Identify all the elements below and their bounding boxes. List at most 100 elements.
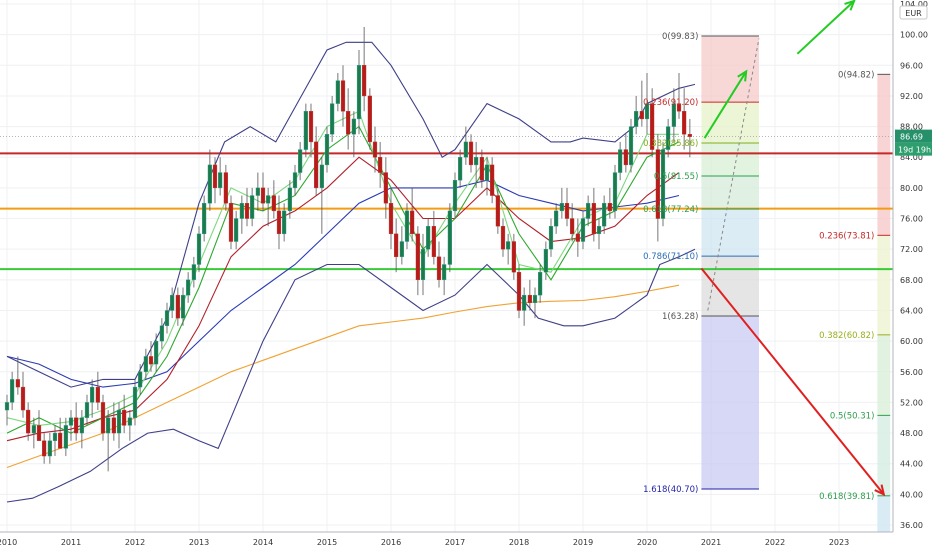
y-tick-label: 40.00 — [900, 490, 923, 499]
candle-body — [186, 279, 191, 296]
candle-body — [628, 126, 634, 166]
y-tick-label: 84.00 — [900, 153, 923, 162]
candle-body — [266, 195, 271, 204]
candle-body — [399, 241, 404, 258]
currency-button[interactable]: EUR — [899, 5, 928, 20]
candle-body — [20, 386, 26, 411]
fib-level-label: 1(63.28) — [662, 312, 698, 322]
y-tick-label: 92.00 — [900, 92, 923, 101]
candle-body — [79, 417, 84, 434]
candle-body — [52, 432, 58, 441]
price-axis[interactable]: 36.00 40.00 44.00 48.00 52.00 56.00 60.00 64.00… — [892, 0, 932, 532]
fib-level-label: 0.236(91.20) — [643, 98, 698, 108]
y-tick-label: 88.00 — [900, 123, 923, 132]
y-tick-label: 44.00 — [900, 460, 923, 469]
candle-body — [308, 111, 314, 143]
candle-body — [506, 241, 511, 250]
x-tick-label: 2019 — [573, 538, 593, 547]
projection-arrow — [796, 0, 855, 55]
candle-body — [484, 164, 490, 181]
candle-body — [68, 417, 74, 426]
y-tick-label: 36.00 — [900, 521, 923, 530]
x-tick-label: 2022 — [765, 538, 785, 547]
candle-body — [324, 134, 330, 166]
candle-body — [655, 149, 660, 219]
candle-body — [591, 203, 596, 235]
fib-zone-right — [877, 495, 891, 532]
candle-body — [388, 203, 394, 235]
candle-body — [527, 294, 532, 304]
fib-right-level-label: 0.5(50.31) — [830, 411, 874, 421]
fib-right-level-label: 0.382(60.82) — [819, 331, 874, 341]
candle-body — [191, 264, 196, 281]
candle-body — [378, 157, 383, 173]
time-axis[interactable]: 2010 2011 2012 2013 2014 2015 2016 2017 2018 2019… — [0, 531, 893, 547]
fib-level-label: 1.618(40.70) — [643, 485, 698, 495]
fib-zone — [701, 256, 759, 316]
candle-body — [47, 440, 52, 457]
candle-body — [90, 386, 95, 403]
candle-body — [175, 294, 180, 319]
candle-body — [84, 402, 90, 418]
candle-body — [298, 149, 303, 173]
candle-body — [682, 111, 687, 135]
price-badges: 86.69 19d 19h — [895, 129, 932, 156]
candle-body — [666, 126, 671, 150]
x-tick-label: 2012 — [125, 538, 145, 547]
candle-body — [95, 386, 100, 403]
candle-body — [522, 294, 527, 311]
x-tick-label: 2010 — [0, 538, 17, 547]
candle-body — [4, 402, 10, 411]
candle-body — [468, 141, 474, 166]
candle-body — [223, 172, 228, 204]
candle-body — [143, 356, 148, 372]
candle-body — [410, 210, 415, 235]
fib-labels: 0(99.83) 0.236(91.20) 0.382(85.86) 0.5(81.5… — [643, 32, 891, 502]
candle-body — [164, 310, 170, 326]
fib-level-label: 0.5(81.55) — [654, 172, 698, 182]
candle-body — [490, 164, 495, 196]
candle-body — [436, 256, 442, 281]
candle-body — [239, 203, 244, 219]
candle-body — [618, 149, 623, 173]
projection-arrow — [700, 267, 885, 495]
candle-body — [687, 134, 692, 137]
projection-arrow — [703, 70, 748, 139]
fib-zone-right — [877, 235, 891, 335]
candle-body — [212, 164, 218, 189]
candle-body — [132, 386, 138, 418]
candle-body — [282, 210, 287, 235]
candle-body — [516, 271, 522, 311]
candle-body — [548, 225, 554, 250]
overlay-line — [6, 156, 680, 442]
candle-body — [218, 172, 223, 189]
candle-body — [255, 187, 260, 196]
candle-body — [314, 141, 319, 189]
projection-arrowhead — [844, 0, 856, 11]
fib-zone-right — [877, 74, 891, 236]
candle-body — [442, 264, 447, 281]
dashed-projection-line — [707, 38, 760, 311]
candle-body — [431, 225, 436, 258]
candle-body — [303, 111, 308, 150]
fib-zone-right — [877, 415, 891, 496]
fib-level-label: 0.786(71.10) — [643, 252, 698, 262]
countdown-value: 19d 19h — [898, 146, 931, 155]
candle-body — [634, 111, 639, 127]
candle-body — [196, 233, 202, 265]
y-tick-label: 80.00 — [900, 184, 923, 193]
projection-arrowhead — [874, 484, 886, 497]
x-tick-label: 2017 — [445, 538, 465, 547]
candle-body — [234, 218, 239, 242]
candle-body — [26, 409, 31, 434]
candle-body — [372, 141, 378, 158]
grid — [0, 0, 893, 532]
candle-body — [676, 103, 682, 112]
candle-body — [452, 180, 458, 212]
y-tick-label: 68.00 — [900, 276, 923, 285]
candle-body — [148, 356, 154, 365]
fib-zone — [701, 315, 759, 489]
candle-body — [31, 425, 36, 434]
candle-body — [543, 248, 548, 273]
